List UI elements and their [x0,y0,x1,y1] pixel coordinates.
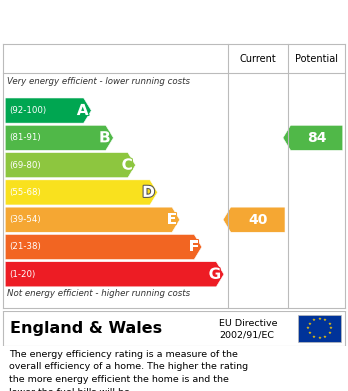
Text: 84: 84 [307,131,326,145]
Polygon shape [5,262,224,287]
Polygon shape [283,125,343,151]
Text: (92-100): (92-100) [9,106,47,115]
Text: EU Directive: EU Directive [219,319,278,328]
Text: Potential: Potential [295,54,338,64]
Polygon shape [5,180,158,205]
Text: A: A [77,103,88,118]
Text: ★: ★ [323,318,327,322]
Text: Current: Current [239,54,276,64]
Text: ★: ★ [307,331,311,335]
Polygon shape [223,207,285,232]
Text: (1-20): (1-20) [9,270,35,279]
Text: (39-54): (39-54) [9,215,41,224]
Text: ★: ★ [311,318,316,322]
Text: (21-38): (21-38) [9,242,41,251]
Text: (81-91): (81-91) [9,133,41,142]
Text: ★: ★ [306,326,310,330]
Text: Energy Efficiency Rating: Energy Efficiency Rating [9,11,249,30]
Polygon shape [5,235,202,260]
Text: 2002/91/EC: 2002/91/EC [219,330,274,339]
Text: ★: ★ [311,335,316,339]
Polygon shape [5,125,113,151]
Text: (69-80): (69-80) [9,161,41,170]
Text: G: G [209,267,221,282]
Text: ★: ★ [327,331,331,335]
Text: 40: 40 [248,213,268,227]
Text: E: E [167,212,177,227]
Text: ★: ★ [317,317,321,321]
Text: Very energy efficient - lower running costs: Very energy efficient - lower running co… [7,77,190,86]
Text: C: C [121,158,133,172]
Polygon shape [5,98,91,123]
Polygon shape [5,152,135,178]
Text: F: F [189,239,199,255]
Text: ★: ★ [329,326,333,330]
Text: ★: ★ [317,336,321,340]
Text: The energy efficiency rating is a measure of the
overall efficiency of a home. T: The energy efficiency rating is a measur… [9,350,248,391]
Text: England & Wales: England & Wales [10,321,163,336]
Text: ★: ★ [323,335,327,339]
Text: ★: ★ [327,322,331,326]
Text: B: B [99,130,111,145]
Text: ★: ★ [307,322,311,326]
Text: Not energy efficient - higher running costs: Not energy efficient - higher running co… [7,289,190,298]
Text: (55-68): (55-68) [9,188,41,197]
Text: D: D [142,185,155,200]
Polygon shape [5,207,180,232]
FancyBboxPatch shape [298,315,341,342]
